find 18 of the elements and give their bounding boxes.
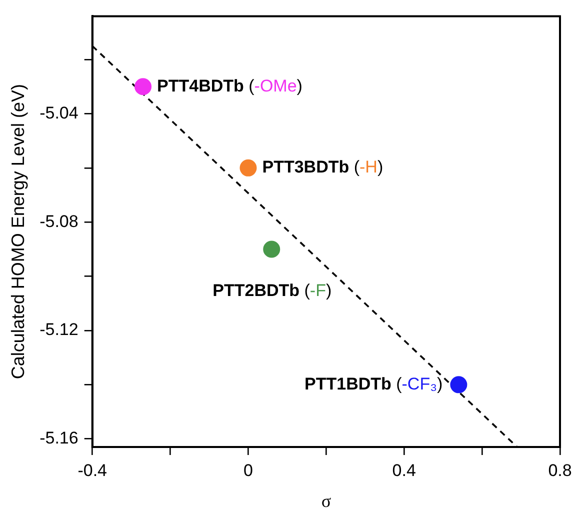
y-tick-label: -5.08 [40,212,78,231]
x-tick-label: -0.4 [78,460,107,480]
point [134,78,152,96]
point [240,159,257,176]
series-label: PTT3BDTb (-H) [262,158,384,177]
x-tick-label: 0.8 [548,460,572,480]
y-axis-title: Calculated HOMO Energy Level (eV) [8,84,28,380]
x-axis-title: σ [321,490,332,511]
series-label: PTT1BDTb (-CF₃) [304,374,443,394]
series-label: PTT4BDTb (-OMe) [157,76,302,96]
y-tick-label: -5.16 [40,428,78,448]
point [263,240,280,258]
series-label: PTT2BDTb (-F) [212,280,332,300]
x-tick-label: 0 [244,460,253,480]
y-tick-label: -5.12 [40,320,78,340]
point [450,376,468,394]
y-tick-label: -5.04 [40,103,78,122]
x-tick-label: 0.4 [392,460,416,480]
